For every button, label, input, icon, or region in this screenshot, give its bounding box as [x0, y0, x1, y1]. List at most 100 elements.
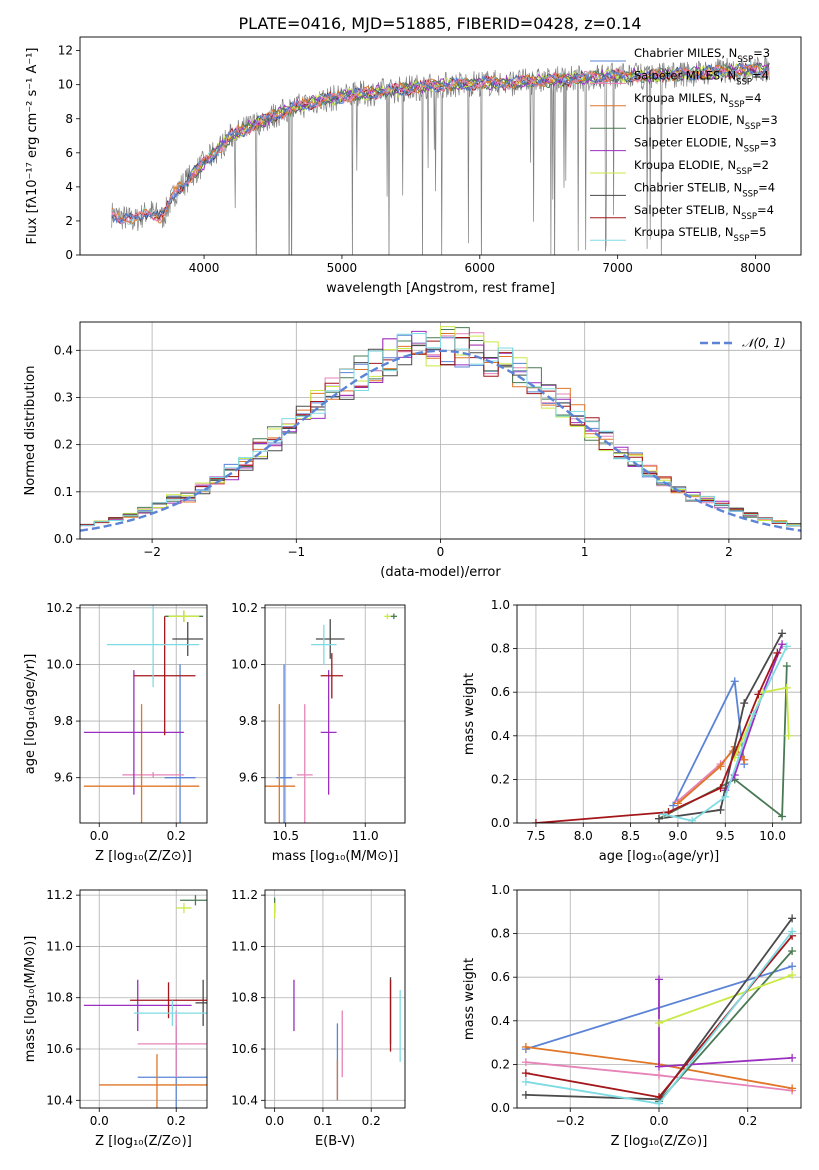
x-tick-label: 2	[725, 545, 733, 559]
x-tick-label: 8.0	[574, 829, 593, 843]
y-tick-label: 1.0	[491, 598, 510, 612]
legend-entry: Chabrier MILES, NSSP=3	[634, 46, 770, 65]
model-spectrum-chabrier_miles	[111, 63, 770, 224]
y-tick-label: 9.6	[54, 771, 73, 785]
weight_vs_Z-panel: −0.2 0.0 0.2 0.0 0.2 0.4 0.6 0.8 1.0 Z [log₁₀(Z/Z…	[462, 883, 802, 1149]
residuals-plot	[80, 326, 801, 532]
x-tick-label: 7000	[602, 261, 633, 275]
axes-frame	[79, 36, 802, 256]
y-tick-label: 10.4	[46, 1093, 73, 1107]
y-tick-label: 1.0	[491, 883, 510, 897]
y-tick-label: 10.8	[231, 991, 258, 1005]
legend-entry: Salpeter ELODIE, NSSP=3	[634, 136, 777, 155]
weight_vs_Z-frame: −0.2 0.0 0.2 0.0 0.2 0.4 0.6 0.8 1.0 Z [log₁₀(Z/Z…	[462, 883, 802, 1149]
y-tick-label: 10.0	[46, 657, 73, 671]
x-axis-label: (data-model)/error	[380, 565, 501, 580]
x-tick-label: 0	[437, 545, 445, 559]
y-tick-label: 12	[58, 44, 73, 58]
y-tick-label: 0.0	[491, 816, 510, 830]
y-tick-label: 0.8	[491, 927, 510, 941]
y-tick-label: 11.2	[231, 888, 258, 902]
y-axis-label: mass weight	[462, 958, 477, 1040]
model-spectrum-salpeter_miles	[111, 63, 770, 225]
y-tick-label: 10.2	[231, 601, 258, 615]
legend-entry: Chabrier STELIB, NSSP=4	[634, 180, 775, 199]
y-axis-label: mass weight	[462, 673, 477, 755]
y-axis-label: mass [log₁₀(M/M⊙)]	[23, 936, 38, 1063]
weight-line-salpeter_elodie	[658, 979, 793, 1068]
mass_vs_Z-plot	[83, 895, 207, 1108]
spectrum-frame: 4000 5000 6000 7000 8000 0 2 4 6 8 10 12 wavelength …	[25, 36, 802, 296]
x-tick-label: 0.2	[167, 1114, 186, 1128]
x-tick-label: 0.2	[738, 1114, 757, 1128]
y-tick-label: 0	[65, 248, 73, 262]
x-tick-label: −0.2	[556, 1114, 585, 1128]
weight_vs_age-panel: 7.5 8.0 8.5 9.0 9.5 10.0 0.0 0.2 0.4 0.6 0.8 1.0 age…	[462, 598, 802, 864]
data-spectrum	[111, 55, 770, 255]
y-tick-label: 8	[65, 112, 73, 126]
x-tick-label: 1	[581, 545, 589, 559]
x-tick-label: 0.0	[90, 1114, 109, 1128]
x-tick-label: −2	[143, 545, 161, 559]
weight_vs_age-plot	[531, 629, 793, 823]
axes-frame	[264, 889, 406, 1109]
weight_vs_age-frame: 7.5 8.0 8.5 9.0 9.5 10.0 0.0 0.2 0.4 0.6 0.8 1.0 age…	[462, 598, 802, 864]
y-axis-label: Normed distribution	[23, 366, 38, 496]
x-tick-label: 10.5	[272, 829, 299, 843]
y-tick-label: 0.3	[54, 390, 73, 404]
y-tick-label: 2	[65, 214, 73, 228]
y-tick-label: 0.6	[491, 970, 510, 984]
x-tick-label: 11.0	[352, 829, 379, 843]
y-tick-label: 10.0	[231, 657, 258, 671]
x-tick-label: 4000	[189, 261, 220, 275]
x-tick-label: −1	[287, 545, 305, 559]
y-tick-label: 9.8	[239, 714, 258, 728]
x-tick-label: 0.0	[90, 829, 109, 843]
y-tick-label: 0.4	[54, 343, 73, 357]
mass_vs_Z-panel: 0.0 0.2 10.4 10.6 10.8 11.0 11.2 Z [log₁₀(Z/Z⊙)…	[23, 888, 208, 1149]
x-tick-label: 0.1	[313, 1114, 332, 1128]
y-tick-label: 10.8	[46, 991, 73, 1005]
age_vs_Z-frame: 0.0 0.2 9.6 9.8 10.0 10.2 Z [log₁₀(Z/Z⊙)] age […	[23, 601, 208, 864]
y-tick-label: 9.8	[54, 714, 73, 728]
histogram-kroupa_stelib	[80, 333, 801, 526]
gaussian-curve	[80, 349, 801, 532]
spectrum-legend: Chabrier MILES, NSSP=3 Salpeter MILES, NS…	[590, 46, 778, 244]
spectrum-panel: 4000 5000 6000 7000 8000 0 2 4 6 8 10 12 wavelength …	[25, 36, 802, 296]
legend-entry: Kroupa ELODIE, NSSP=2	[634, 158, 769, 177]
y-tick-label: 0.2	[491, 1057, 510, 1071]
legend-entry: Salpeter STELIB, NSSP=4	[634, 203, 774, 222]
legend-entry: Salpeter MILES, NSSP=4	[634, 68, 769, 87]
x-tick-label: 9.0	[668, 829, 687, 843]
weight-line-kroupa_elodie	[733, 686, 790, 758]
weight_vs_Z-plot	[521, 914, 797, 1108]
figure-title: PLATE=0416, MJD=51885, FIBERID=0428, z=0…	[238, 14, 641, 33]
weight-line-salpeter_stelib	[535, 652, 779, 823]
legend-entry: Kroupa STELIB, NSSP=5	[634, 225, 766, 244]
mass_vs_EBV-frame: 0.0 0.1 0.2 10.4 10.6 10.8 11.0 11.2 E(B-V)	[231, 888, 406, 1149]
legend-entry: Kroupa MILES, NSSP=4	[634, 91, 761, 110]
x-tick-label: 0.0	[265, 1114, 284, 1128]
y-tick-label: 10.2	[46, 601, 73, 615]
axes-frame	[516, 604, 802, 824]
x-axis-label: Z [log₁₀(Z/Z⊙)]	[611, 1134, 708, 1149]
y-axis-label: age [log₁₀(age/yr)]	[23, 654, 38, 775]
age_vs_mass-plot	[265, 613, 398, 823]
x-axis-label: age [log₁₀(age/yr)]	[599, 849, 720, 864]
age_vs_mass-panel: 10.5 11.0 9.6 9.8 10.0 10.2 mass [log₁₀(M/M⊙)]	[231, 601, 406, 864]
x-tick-label: 7.5	[526, 829, 545, 843]
age_vs_mass-frame: 10.5 11.0 9.6 9.8 10.0 10.2 mass [log₁₀(M/M⊙)]	[231, 601, 406, 864]
x-tick-label: 5000	[327, 261, 358, 275]
y-tick-label: 0.4	[491, 729, 510, 743]
x-tick-label: 8.5	[621, 829, 640, 843]
x-tick-label: 0.2	[362, 1114, 381, 1128]
y-tick-label: 0.2	[54, 438, 73, 452]
axes-frame	[264, 604, 406, 824]
residuals-frame: −2 −1 0 1 2 0.0 0.1 0.2 0.3 0.4 (data-model)/error…	[23, 321, 802, 580]
y-tick-label: 10.6	[46, 1042, 73, 1056]
x-tick-label: 6000	[465, 261, 496, 275]
y-tick-label: 0.1	[54, 485, 73, 499]
x-axis-label: wavelength [Angstrom, rest frame]	[326, 281, 555, 296]
age_vs_Z-plot	[83, 605, 204, 823]
